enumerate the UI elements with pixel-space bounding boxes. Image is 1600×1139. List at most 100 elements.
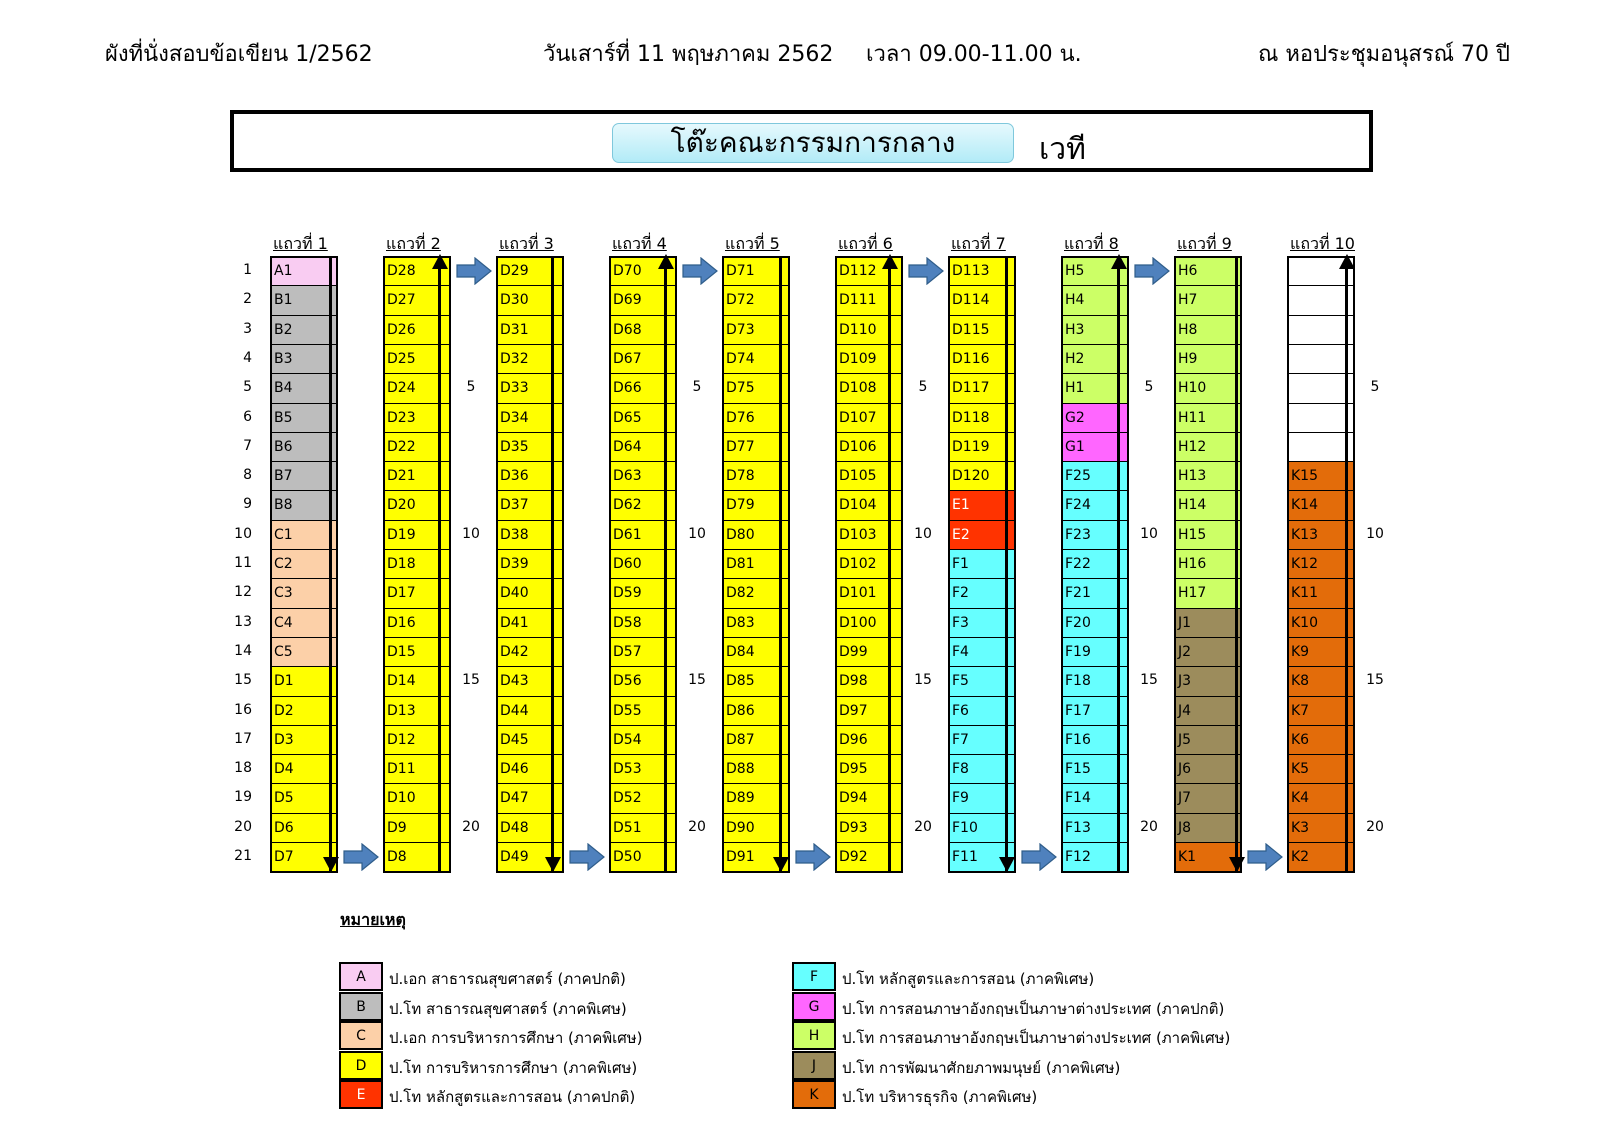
seat-cell[interactable]: H17 — [1174, 578, 1242, 610]
seat-cell[interactable]: H8 — [1174, 314, 1242, 346]
seat-cell[interactable]: D101 — [835, 578, 903, 610]
seat-cell[interactable]: D110 — [835, 314, 903, 346]
seat-cell[interactable]: D99 — [835, 636, 903, 668]
seat-cell[interactable]: B6 — [270, 431, 338, 463]
seat-cell[interactable]: B5 — [270, 402, 338, 434]
seat-cell[interactable]: D104 — [835, 490, 903, 522]
seat-cell[interactable]: D6 — [270, 812, 338, 844]
seat-cell[interactable]: D83 — [722, 607, 790, 639]
seat-cell[interactable]: D102 — [835, 549, 903, 580]
seat-cell[interactable]: D109 — [835, 343, 903, 375]
seat-cell[interactable]: D78 — [722, 461, 790, 492]
seat-cell[interactable]: F7 — [948, 724, 1016, 756]
seat-cell[interactable]: D94 — [835, 783, 903, 815]
seat-label: D93 — [839, 819, 868, 836]
seat-cell[interactable]: D117 — [948, 373, 1016, 404]
seat-cell[interactable]: K10 — [1287, 607, 1355, 639]
seat-cell[interactable]: D106 — [835, 431, 903, 463]
seat-cell[interactable]: H6 — [1174, 256, 1242, 287]
seat-cell[interactable]: D4 — [270, 754, 338, 785]
seat-cell[interactable]: J3 — [1174, 666, 1242, 697]
seat-cell[interactable]: F3 — [948, 607, 1016, 639]
seat-cell[interactable]: C4 — [270, 607, 338, 639]
seat-cell[interactable]: J1 — [1174, 607, 1242, 639]
seat-cell[interactable]: D85 — [722, 666, 790, 697]
seat-cell[interactable]: D97 — [835, 695, 903, 727]
seat-cell[interactable]: K5 — [1287, 754, 1355, 785]
seat-cell[interactable]: D3 — [270, 724, 338, 756]
seat-cell[interactable]: K11 — [1287, 578, 1355, 610]
seat-cell[interactable]: K12 — [1287, 549, 1355, 580]
seat-cell[interactable]: J2 — [1174, 636, 1242, 668]
seat-cell[interactable]: D92 — [835, 842, 903, 873]
seat-cell[interactable]: D87 — [722, 724, 790, 756]
seat-cell[interactable]: E1 — [948, 490, 1016, 522]
seat-cell[interactable]: D2 — [270, 695, 338, 727]
seat-cell[interactable]: D80 — [722, 519, 790, 551]
seat-cell[interactable]: B8 — [270, 490, 338, 522]
seat-cell[interactable]: K8 — [1287, 666, 1355, 697]
seat-cell[interactable]: K6 — [1287, 724, 1355, 756]
seat-cell[interactable]: H10 — [1174, 373, 1242, 404]
seat-cell[interactable]: D5 — [270, 783, 338, 815]
seat-cell[interactable]: C1 — [270, 519, 338, 551]
seat-cell[interactable]: K9 — [1287, 636, 1355, 668]
seat-cell[interactable]: F6 — [948, 695, 1016, 727]
seat-cell[interactable]: D90 — [722, 812, 790, 844]
seat-cell[interactable]: H15 — [1174, 519, 1242, 551]
seat-cell[interactable]: J7 — [1174, 783, 1242, 815]
empty-seat-cell[interactable] — [1287, 402, 1355, 434]
seat-cell[interactable]: D114 — [948, 285, 1016, 317]
seat-cell[interactable]: C5 — [270, 636, 338, 668]
seat-cell[interactable]: H11 — [1174, 402, 1242, 434]
seat-cell[interactable]: H14 — [1174, 490, 1242, 522]
seat-cell[interactable]: J8 — [1174, 812, 1242, 844]
seat-cell[interactable]: H7 — [1174, 285, 1242, 317]
seat-cell[interactable]: D115 — [948, 314, 1016, 346]
seat-cell[interactable]: J4 — [1174, 695, 1242, 727]
seat-cell[interactable]: H12 — [1174, 431, 1242, 463]
seat-cell[interactable]: D103 — [835, 519, 903, 551]
seat-cell[interactable]: K15 — [1287, 461, 1355, 492]
seat-cell[interactable]: D96 — [835, 724, 903, 756]
seat-cell[interactable]: H16 — [1174, 549, 1242, 580]
seat-cell[interactable]: D93 — [835, 812, 903, 844]
seat-cell[interactable]: D108 — [835, 373, 903, 404]
seat-cell[interactable]: J5 — [1174, 724, 1242, 756]
seat-cell[interactable]: D113 — [948, 256, 1016, 287]
seat-cell[interactable]: D72 — [722, 285, 790, 317]
seat-cell[interactable]: B1 — [270, 285, 338, 317]
seat-cell[interactable]: B7 — [270, 461, 338, 492]
seat-cell[interactable]: B3 — [270, 343, 338, 375]
seat-cell[interactable]: D77 — [722, 431, 790, 463]
seat-label: D40 — [500, 585, 529, 602]
seat-cell[interactable]: B2 — [270, 314, 338, 346]
seat-cell[interactable]: D98 — [835, 666, 903, 697]
seat-label: D68 — [613, 321, 642, 338]
seat-cell[interactable]: A1 — [270, 256, 338, 287]
seat-cell[interactable]: D100 — [835, 607, 903, 639]
seat-cell[interactable]: B4 — [270, 373, 338, 404]
seat-label: F17 — [1065, 702, 1091, 719]
seat-cell[interactable]: D119 — [948, 431, 1016, 463]
empty-seat-cell[interactable] — [1287, 343, 1355, 375]
seat-cell[interactable]: D107 — [835, 402, 903, 434]
seat-cell[interactable]: C3 — [270, 578, 338, 610]
seat-cell[interactable]: F9 — [948, 783, 1016, 815]
seat-cell[interactable]: D120 — [948, 461, 1016, 492]
seat-cell[interactable]: D86 — [722, 695, 790, 727]
seat-cell[interactable]: C2 — [270, 549, 338, 580]
seat-cell[interactable]: D73 — [722, 314, 790, 346]
seat-cell[interactable]: D76 — [722, 402, 790, 434]
seat-cell[interactable]: D84 — [722, 636, 790, 668]
seat-cell[interactable]: H13 — [1174, 461, 1242, 492]
seat-cell[interactable]: D111 — [835, 285, 903, 317]
seat-cell[interactable]: D74 — [722, 343, 790, 375]
seat-cell[interactable]: D88 — [722, 754, 790, 785]
seat-cell[interactable]: D95 — [835, 754, 903, 785]
seat-cell[interactable]: J6 — [1174, 754, 1242, 785]
seat-cell[interactable]: D1 — [270, 666, 338, 697]
seat-cell[interactable]: D105 — [835, 461, 903, 492]
seat-cell[interactable]: H9 — [1174, 343, 1242, 375]
seat-cell[interactable]: K4 — [1287, 783, 1355, 815]
